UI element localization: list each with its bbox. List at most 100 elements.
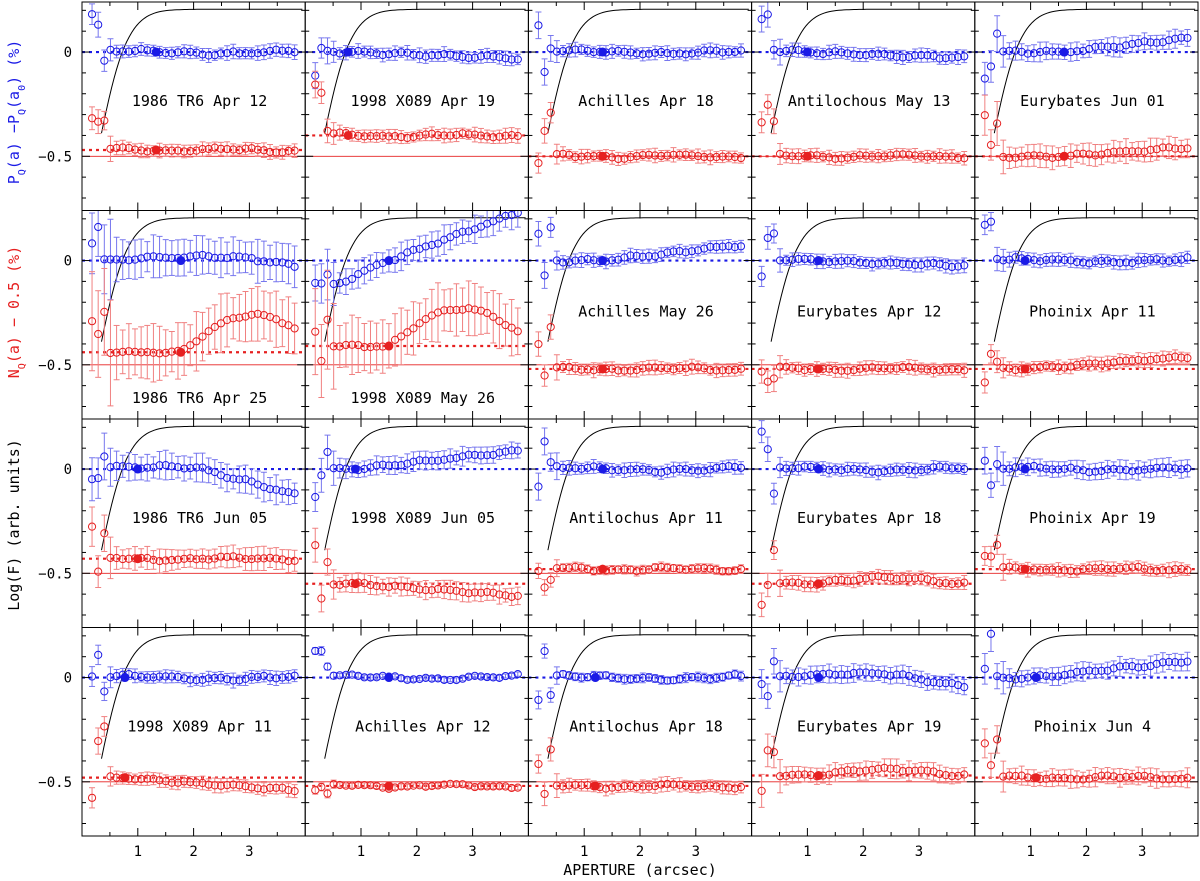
blue-point	[1164, 257, 1174, 266]
red-point	[953, 365, 963, 374]
red-point	[980, 111, 989, 120]
blue-point	[849, 257, 858, 266]
red-point	[112, 348, 121, 357]
blue-point	[880, 258, 889, 267]
red-reference-point	[343, 130, 353, 140]
red-point	[1152, 145, 1161, 154]
flux-curve	[101, 8, 303, 134]
blue-point	[192, 463, 201, 472]
red-point	[100, 116, 109, 125]
blue-point	[137, 44, 146, 54]
red-point	[290, 146, 299, 155]
blue-point	[960, 261, 969, 270]
red-point	[614, 154, 623, 164]
red-point	[546, 108, 555, 117]
red-point	[917, 573, 926, 583]
red-point	[1109, 564, 1118, 574]
blue-point	[222, 253, 232, 263]
blue-point	[247, 672, 256, 682]
blue-point	[161, 48, 170, 58]
blue-point	[94, 650, 103, 659]
red-point	[384, 132, 393, 141]
blue-point	[843, 464, 852, 474]
blue-point	[632, 49, 641, 58]
red-point	[216, 319, 226, 328]
red-reference-point	[802, 151, 812, 161]
blue-point	[329, 464, 338, 473]
blue-point	[329, 47, 338, 56]
red-point	[571, 152, 580, 162]
red-point	[1011, 365, 1020, 375]
blue-point	[167, 462, 176, 471]
red-point	[757, 600, 766, 609]
red-point	[552, 363, 561, 372]
red-point	[892, 364, 901, 373]
blue-point	[204, 674, 213, 683]
blue-point	[222, 473, 232, 483]
red-point	[335, 128, 344, 137]
blue-point	[1054, 465, 1063, 474]
red-point	[910, 151, 920, 160]
blue-point	[513, 446, 522, 455]
blue-point	[1054, 255, 1063, 264]
blue-point	[1011, 46, 1020, 55]
red-point	[849, 576, 858, 585]
blue-point	[87, 239, 97, 248]
red-point	[87, 317, 97, 326]
red-point	[855, 574, 864, 584]
blue-point	[608, 256, 617, 265]
blue-point	[167, 49, 176, 58]
blue-point	[904, 465, 914, 475]
red-point	[626, 153, 635, 162]
blue-point	[1152, 38, 1161, 47]
blue-point	[953, 262, 963, 271]
red-point	[253, 145, 262, 154]
red-point	[210, 554, 219, 563]
red-point	[1121, 147, 1131, 156]
red-point	[124, 143, 133, 153]
red-point	[724, 152, 733, 161]
red-point	[235, 313, 244, 322]
red-reference-point	[598, 564, 608, 574]
red-point	[892, 574, 901, 583]
blue-point	[222, 48, 232, 58]
blue-point	[241, 49, 250, 58]
red-point	[247, 554, 256, 564]
red-point	[265, 147, 275, 157]
blue-point	[650, 467, 660, 477]
red-point	[118, 143, 127, 152]
blue-point	[124, 256, 133, 265]
panel-content	[974, 425, 1198, 581]
red-point	[446, 585, 455, 595]
panel-label: Eurybates Apr 12	[797, 303, 942, 321]
red-point	[769, 117, 779, 126]
panel-label: Antilochus Apr 11	[569, 509, 723, 527]
red-point	[861, 363, 871, 372]
blue-point	[583, 254, 592, 264]
blue-point	[993, 29, 1002, 38]
blue-point	[558, 463, 568, 473]
blue-point	[589, 462, 598, 471]
red-point	[229, 314, 238, 323]
blue-point	[843, 256, 852, 265]
blue-point	[718, 242, 727, 251]
red-point	[222, 144, 232, 154]
red-point	[712, 565, 721, 574]
red-point	[608, 364, 617, 373]
blue-point	[724, 47, 733, 57]
blue-point	[378, 460, 387, 469]
flux-curve	[101, 425, 303, 551]
red-point	[1171, 565, 1180, 574]
blue-point	[372, 461, 381, 470]
blue-point	[700, 466, 709, 475]
red-point	[608, 153, 617, 162]
red-point	[712, 152, 721, 162]
red-point	[378, 131, 387, 140]
blue-point	[947, 464, 957, 473]
red-point	[782, 362, 791, 372]
red-reference-point	[814, 579, 824, 589]
red-point	[409, 324, 418, 333]
blue-point	[427, 240, 436, 250]
panel-label: Phoinix Apr 19	[1029, 509, 1155, 527]
red-point	[693, 363, 703, 372]
